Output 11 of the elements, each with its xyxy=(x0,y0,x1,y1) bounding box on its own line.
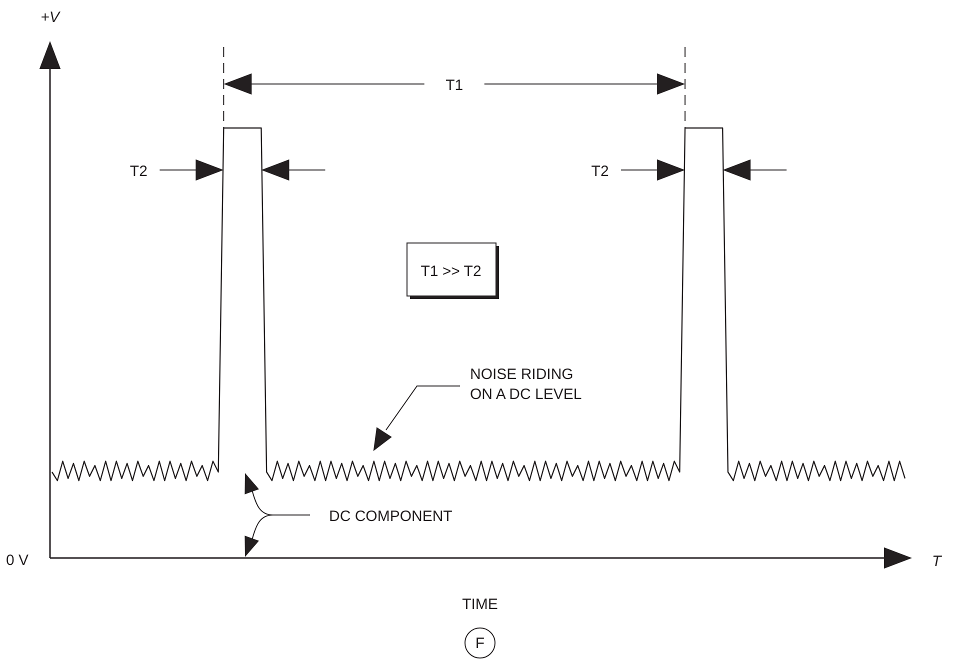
text: 0 V xyxy=(6,552,29,569)
text: T xyxy=(932,553,943,570)
text: T1 xyxy=(446,77,464,94)
annotation: NOISE RIDING ON A DC LEVEL xyxy=(470,366,582,403)
text: F xyxy=(475,635,485,652)
annotation: T2 xyxy=(591,163,609,180)
annotation: T1 >> T2 xyxy=(420,263,482,280)
annotation: T2 xyxy=(130,163,148,180)
x-axis-title: TIME xyxy=(462,596,498,613)
text: +V xyxy=(40,9,62,26)
annotation: DC COMPONENT xyxy=(329,508,452,525)
